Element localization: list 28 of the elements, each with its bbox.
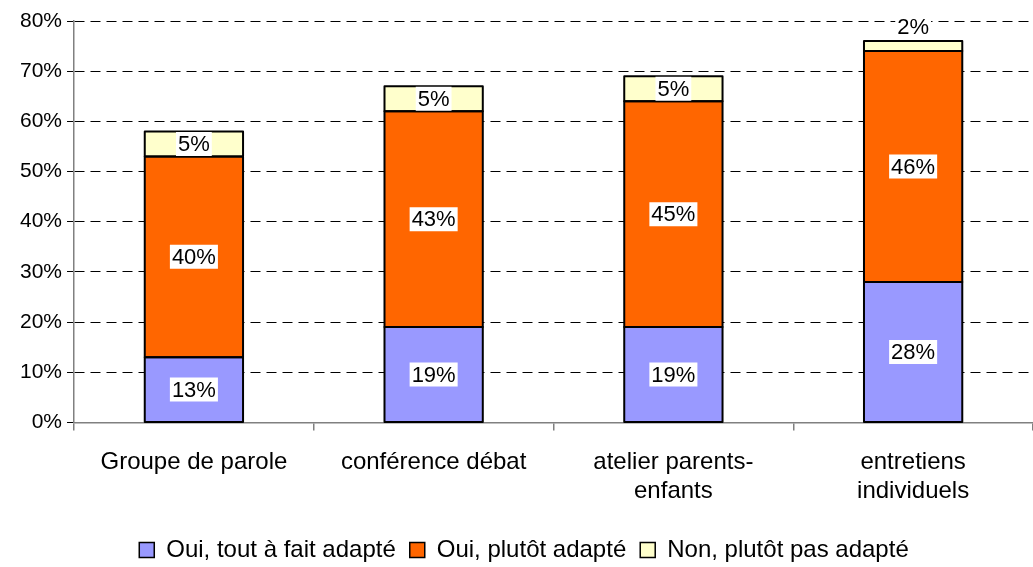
y-tick-label: 20% bbox=[20, 308, 63, 332]
y-tick-label: 70% bbox=[20, 57, 63, 81]
legend-label: Non, plutôt pas adapté bbox=[667, 534, 909, 562]
y-tick-label: 10% bbox=[20, 359, 63, 383]
data-label: 19% bbox=[411, 361, 456, 387]
x-tick-label: atelier parents-enfants bbox=[593, 447, 754, 504]
data-label: 5% bbox=[417, 85, 450, 111]
data-label: 13% bbox=[171, 376, 216, 402]
x-tick-label: Groupe de parole bbox=[100, 447, 288, 475]
data-label: 19% bbox=[651, 361, 696, 387]
data-label: 43% bbox=[411, 206, 456, 232]
legend-label: Oui, plutôt adapté bbox=[436, 534, 627, 562]
data-label: 40% bbox=[171, 243, 216, 269]
data-label: 5% bbox=[178, 130, 210, 156]
data-label: 2% bbox=[897, 14, 930, 40]
y-tick-label: 0% bbox=[31, 409, 63, 433]
data-label: 46% bbox=[891, 153, 936, 179]
legend-label: Oui, tout à fait adapté bbox=[166, 534, 396, 562]
y-tick-label: 80% bbox=[20, 7, 63, 31]
data-label: 5% bbox=[657, 75, 690, 101]
x-tick-label: conférence débat bbox=[340, 447, 527, 475]
data-label: 28% bbox=[891, 338, 936, 364]
data-label: 45% bbox=[651, 201, 696, 227]
x-tick-label: entretiens individuels bbox=[857, 447, 970, 504]
y-tick-label: 30% bbox=[20, 258, 63, 282]
y-tick-label: 60% bbox=[20, 108, 63, 132]
y-tick-label: 40% bbox=[20, 208, 63, 232]
y-tick-label: 50% bbox=[20, 158, 63, 182]
